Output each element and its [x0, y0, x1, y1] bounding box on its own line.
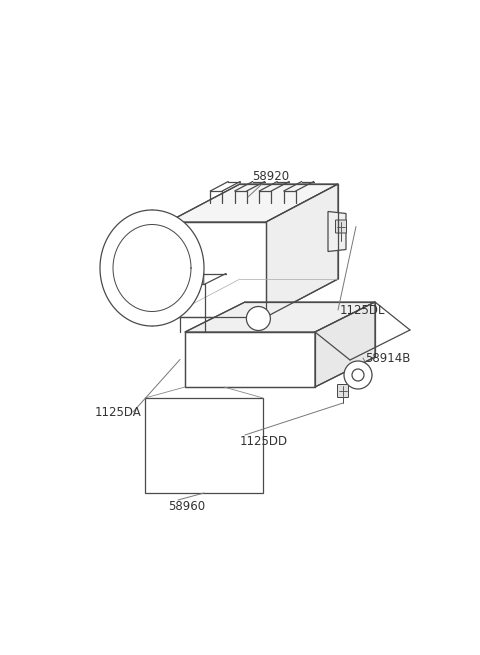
Text: 1125DA: 1125DA	[95, 405, 142, 419]
Polygon shape	[185, 332, 315, 387]
Polygon shape	[168, 222, 266, 317]
Circle shape	[246, 307, 270, 331]
Text: 58960: 58960	[168, 500, 205, 513]
Polygon shape	[185, 302, 375, 332]
Text: 58914B: 58914B	[365, 352, 410, 364]
FancyBboxPatch shape	[194, 273, 204, 284]
Polygon shape	[328, 212, 346, 252]
Bar	[145, 398, 263, 493]
Text: 1125DD: 1125DD	[240, 435, 288, 448]
Circle shape	[352, 369, 364, 381]
Circle shape	[344, 361, 372, 389]
Polygon shape	[266, 184, 338, 317]
FancyBboxPatch shape	[337, 384, 348, 398]
Text: 58920: 58920	[252, 170, 289, 183]
Polygon shape	[100, 210, 204, 326]
FancyBboxPatch shape	[336, 220, 347, 233]
Polygon shape	[168, 184, 338, 222]
Text: 1125DL: 1125DL	[340, 303, 385, 316]
Polygon shape	[315, 302, 375, 387]
